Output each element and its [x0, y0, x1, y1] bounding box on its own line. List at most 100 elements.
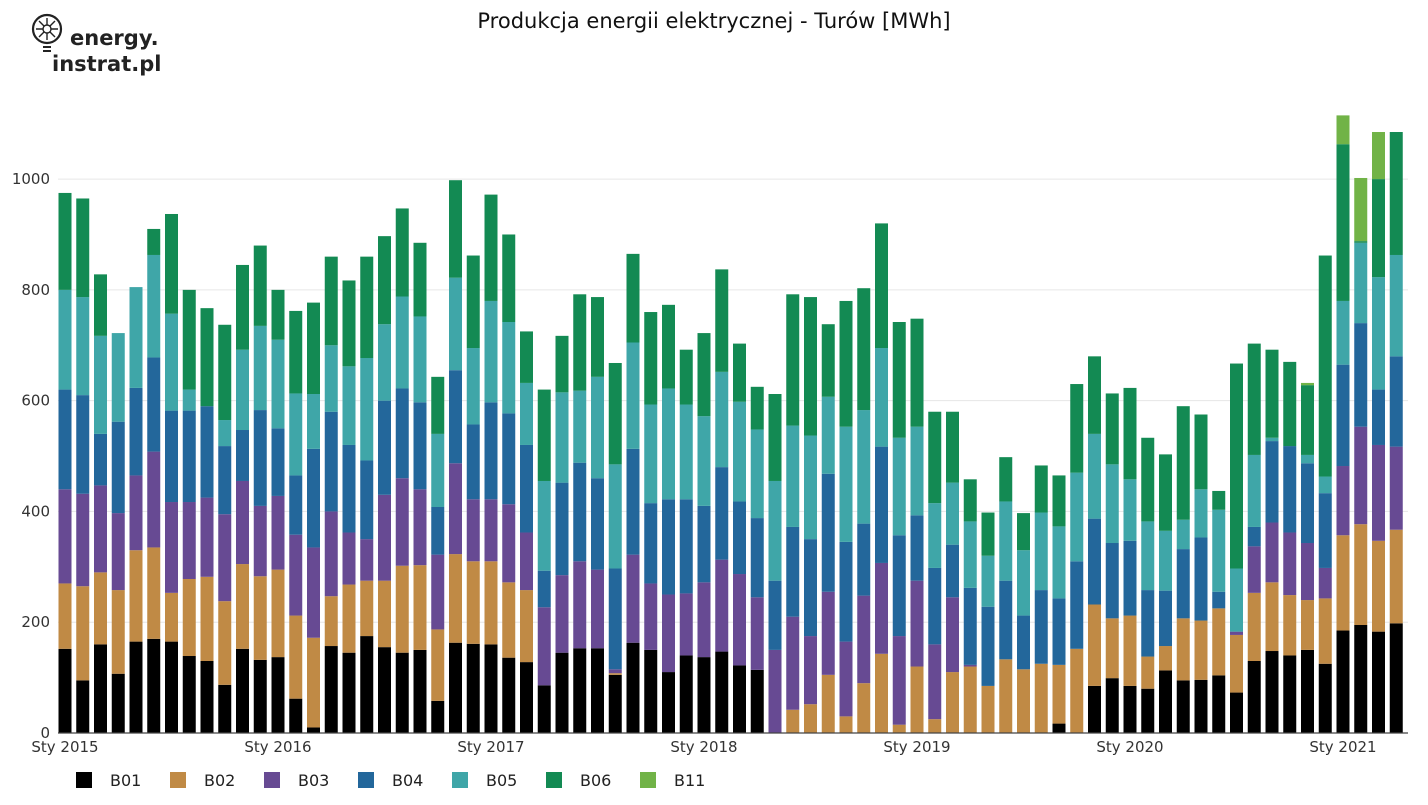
bar-segment-b04[interactable] [94, 433, 107, 486]
bar-segment-b03[interactable] [1318, 567, 1332, 599]
bar-segment-b04[interactable] [129, 387, 143, 476]
bar-segment-b06[interactable] [342, 280, 356, 367]
bar-segment-b02[interactable] [1372, 540, 1385, 632]
bar-segment-b05[interactable] [928, 503, 942, 568]
bar-segment-b02[interactable] [1389, 529, 1403, 624]
bar-segment-b02[interactable] [271, 569, 285, 658]
bar-segment-b06[interactable] [644, 312, 658, 405]
bar-segment-b05[interactable] [94, 335, 107, 434]
bar-segment-b06[interactable] [413, 242, 427, 317]
bar-segment-b06[interactable] [520, 331, 533, 383]
bar-segment-b01[interactable] [1354, 624, 1368, 733]
bar-segment-b01[interactable] [715, 651, 729, 733]
bar-segment-b06[interactable] [750, 386, 764, 430]
bar-segment-b11[interactable] [1336, 115, 1350, 145]
bar-segment-b06[interactable] [1052, 475, 1066, 527]
bar-segment-b01[interactable] [1389, 623, 1403, 733]
bar-segment-b03[interactable] [111, 513, 125, 591]
bar-segment-b01[interactable] [129, 641, 143, 733]
bar-segment-b01[interactable] [662, 672, 675, 733]
bar-segment-b04[interactable] [1301, 463, 1314, 544]
bar-segment-b06[interactable] [449, 180, 462, 278]
bar-segment-b06[interactable] [963, 479, 977, 522]
bar-segment-b05[interactable] [857, 410, 871, 524]
bar-segment-b06[interactable] [1354, 241, 1368, 243]
bar-segment-b04[interactable] [804, 539, 817, 637]
bar-segment-b03[interactable] [892, 636, 906, 725]
bar-segment-b01[interactable] [537, 685, 551, 733]
bar-segment-b06[interactable] [1230, 363, 1243, 569]
bar-segment-b02[interactable] [1354, 524, 1368, 625]
bar-segment-b05[interactable] [289, 393, 303, 476]
bar-segment-b01[interactable] [502, 657, 516, 733]
bar-segment-b03[interactable] [271, 495, 285, 570]
bar-segment-b04[interactable] [999, 580, 1013, 660]
bar-segment-b03[interactable] [236, 480, 249, 565]
bar-segment-b04[interactable] [1336, 364, 1350, 467]
bar-segment-b01[interactable] [733, 665, 746, 733]
bar-segment-b06[interactable] [537, 389, 551, 481]
bar-segment-b01[interactable] [200, 660, 214, 733]
bar-segment-b01[interactable] [253, 659, 267, 733]
bar-segment-b03[interactable] [484, 499, 498, 562]
bar-segment-b02[interactable] [502, 582, 516, 658]
bar-segment-b06[interactable] [999, 457, 1013, 502]
bar-segment-b03[interactable] [946, 597, 959, 673]
bar-segment-b04[interactable] [1070, 561, 1084, 649]
bar-segment-b03[interactable] [963, 664, 977, 667]
legend-item-b05[interactable]: B05 [452, 768, 546, 792]
bar-segment-b01[interactable] [573, 648, 587, 733]
bar-segment-b01[interactable] [1088, 685, 1101, 733]
bar-segment-b05[interactable] [395, 296, 409, 389]
bar-segment-b05[interactable] [1336, 300, 1350, 365]
bar-segment-b04[interactable] [147, 357, 161, 452]
bar-segment-b06[interactable] [1123, 387, 1137, 480]
bar-segment-b04[interactable] [1141, 590, 1155, 657]
bar-segment-b03[interactable] [1336, 466, 1350, 536]
bar-segment-b11[interactable] [1301, 382, 1314, 386]
legend-item-b11[interactable]: B11 [640, 768, 734, 792]
bar-segment-b02[interactable] [1176, 618, 1190, 681]
bar-segment-b06[interactable] [839, 300, 853, 427]
legend-item-b02[interactable]: B02 [170, 768, 264, 792]
bar-segment-b05[interactable] [697, 416, 711, 506]
bar-segment-b06[interactable] [1176, 406, 1190, 520]
bar-segment-b06[interactable] [1301, 385, 1314, 455]
bar-segment-b06[interactable] [981, 512, 995, 556]
bar-segment-b06[interactable] [928, 411, 942, 504]
bar-segment-b04[interactable] [165, 410, 178, 503]
bar-segment-b03[interactable] [253, 505, 267, 577]
bar-segment-b04[interactable] [910, 515, 924, 581]
bar-segment-b05[interactable] [910, 426, 924, 516]
bar-segment-b04[interactable] [111, 421, 125, 514]
bar-segment-b05[interactable] [1230, 568, 1243, 632]
bar-segment-b05[interactable] [253, 325, 267, 411]
bar-segment-b04[interactable] [1176, 549, 1190, 619]
legend-item-b01[interactable]: B01 [76, 768, 170, 792]
bar-segment-b03[interactable] [182, 502, 196, 580]
bar-segment-b02[interactable] [1017, 669, 1030, 733]
bar-segment-b06[interactable] [679, 349, 693, 405]
bar-segment-b05[interactable] [129, 287, 143, 388]
bar-segment-b06[interactable] [1070, 384, 1084, 473]
bar-segment-b05[interactable] [1123, 479, 1137, 541]
bar-segment-b05[interactable] [1088, 433, 1101, 519]
bar-segment-b05[interactable] [875, 348, 888, 447]
bar-segment-b04[interactable] [733, 501, 746, 575]
bar-segment-b03[interactable] [786, 616, 800, 710]
bar-segment-b05[interactable] [715, 371, 729, 468]
bar-segment-b02[interactable] [839, 716, 853, 733]
bar-segment-b05[interactable] [839, 426, 853, 542]
bar-segment-b02[interactable] [165, 592, 178, 642]
bar-segment-b06[interactable] [733, 343, 746, 402]
bar-segment-b01[interactable] [182, 656, 196, 733]
bar-segment-b04[interactable] [857, 523, 871, 596]
bar-segment-b02[interactable] [360, 580, 374, 637]
bar-segment-b02[interactable] [1212, 608, 1226, 676]
bar-segment-b01[interactable] [466, 643, 480, 733]
bar-segment-b05[interactable] [821, 396, 835, 474]
bar-segment-b06[interactable] [591, 297, 604, 377]
bar-segment-b05[interactable] [946, 482, 959, 545]
bar-segment-b05[interactable] [963, 521, 977, 588]
bar-segment-b05[interactable] [1176, 519, 1190, 550]
